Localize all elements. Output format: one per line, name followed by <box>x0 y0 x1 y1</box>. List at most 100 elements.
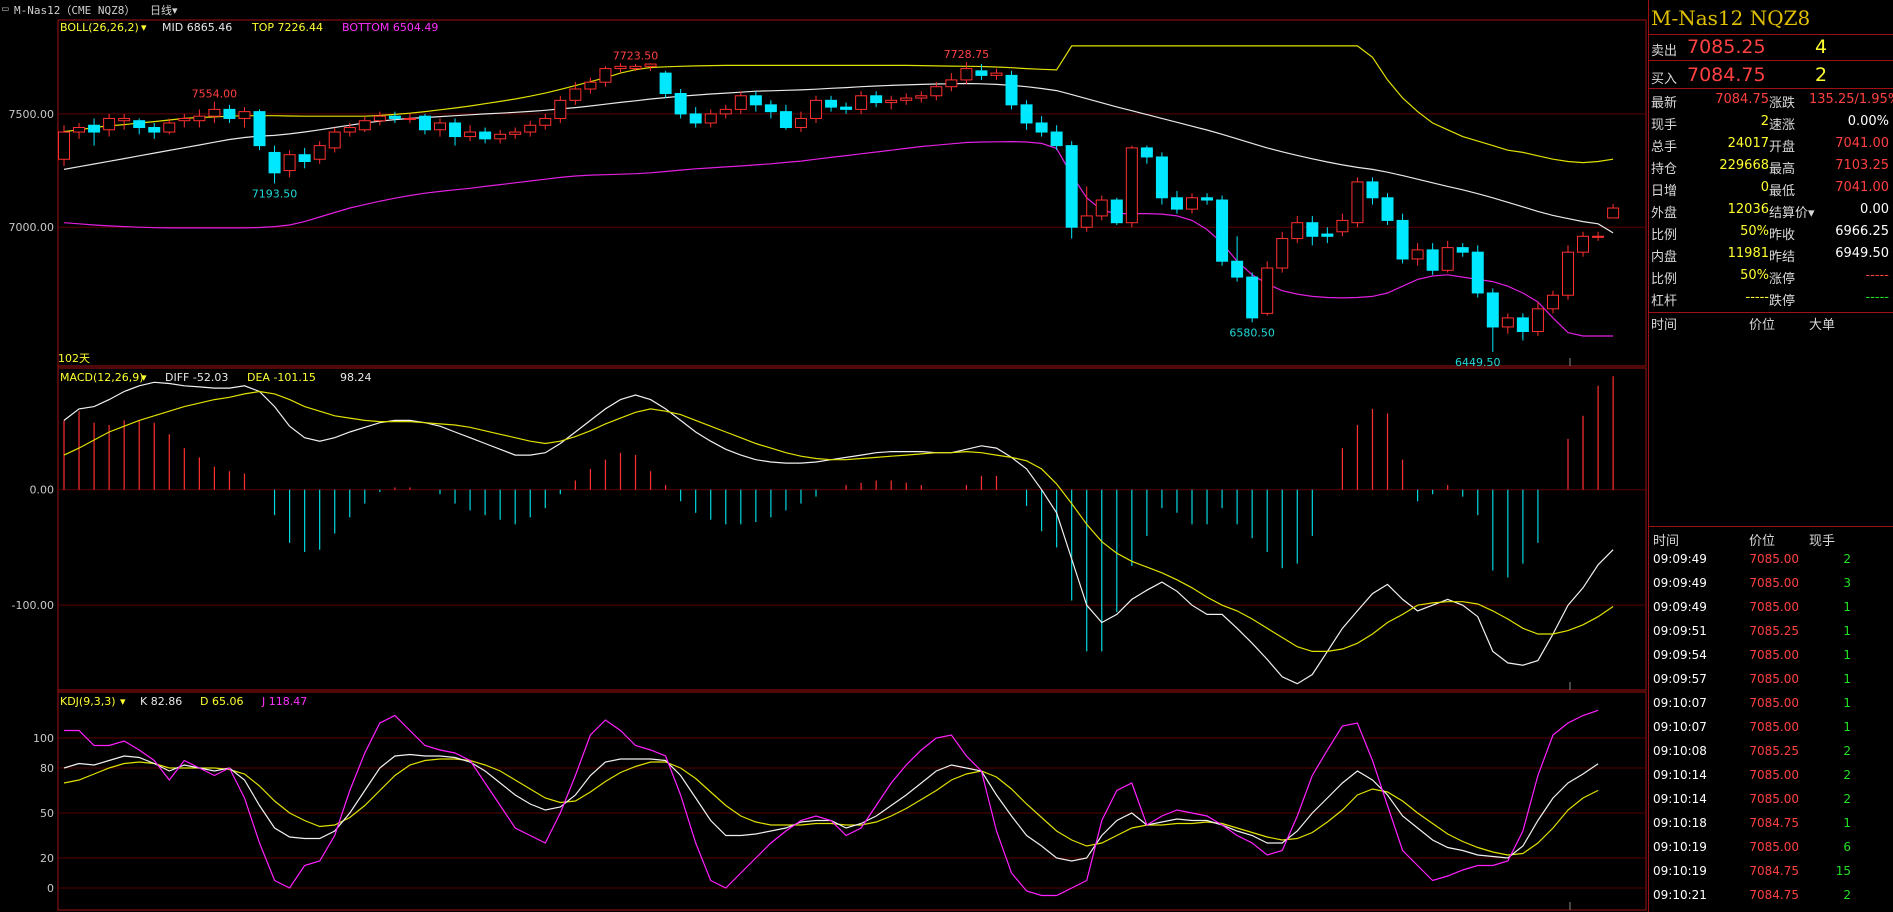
stat-label: 开盘 <box>1769 140 1796 155</box>
chevron-down-icon: ▾ <box>120 695 126 708</box>
kdj-j-line <box>64 709 1599 897</box>
buy-price: 7084.75 <box>1687 64 1766 86</box>
candle <box>870 95 883 104</box>
candle <box>88 124 101 133</box>
stat-value: 7041.00 <box>1835 136 1889 151</box>
main-chart-area[interactable]: 7500.00 7000.00 0.00 -100.00 100 80 50 20 0 7554.… <box>0 0 1648 912</box>
candle <box>253 111 266 147</box>
candle <box>1125 147 1138 224</box>
period-count-label: 102天 <box>58 352 90 365</box>
candle <box>1321 233 1334 237</box>
candle <box>629 65 642 70</box>
tick-qty: 6 <box>1843 840 1851 854</box>
kdj-j-label: J 118.47 <box>261 695 307 708</box>
candle <box>1531 308 1544 332</box>
candle <box>1486 292 1499 328</box>
candle <box>810 99 822 119</box>
candle <box>479 131 492 140</box>
tick-qty: 1 <box>1843 696 1851 710</box>
candle <box>1366 181 1379 199</box>
candle <box>599 68 612 83</box>
stat-value: ----- <box>1865 290 1889 305</box>
candle <box>1471 251 1484 294</box>
candle <box>268 151 281 174</box>
tick-qty: 2 <box>1843 792 1851 806</box>
candle <box>118 117 131 122</box>
tick-time: 09:09:49 <box>1653 552 1707 566</box>
sell-qty: 4 <box>1815 36 1828 58</box>
candle <box>960 68 973 81</box>
tick-time: 09:10:14 <box>1653 768 1707 782</box>
candle <box>343 127 356 133</box>
stat-value: 6966.25 <box>1835 224 1889 239</box>
kdj-k-label: K 82.86 <box>140 695 182 708</box>
tick-price: 7085.00 <box>1749 696 1799 710</box>
big-order-big-header: 大单 <box>1809 318 1836 333</box>
stat-value: 7041.00 <box>1835 180 1889 195</box>
stat-value: 50% <box>1740 224 1769 239</box>
candle <box>103 117 116 131</box>
candle <box>1501 317 1514 328</box>
tick-price: 7085.25 <box>1749 624 1799 638</box>
candle <box>58 131 70 160</box>
candle <box>449 122 462 138</box>
chevron-down-icon: ▾ <box>141 371 147 384</box>
candle <box>283 154 296 172</box>
tick-time: 09:10:14 <box>1653 792 1707 806</box>
candle <box>313 145 326 160</box>
boll-mid-label: MID 6865.46 <box>162 21 232 34</box>
candle <box>1276 238 1289 269</box>
candle <box>1095 199 1108 217</box>
stat-label: 比例 <box>1651 272 1678 287</box>
candle <box>614 65 627 70</box>
candle <box>403 117 416 120</box>
candle <box>1546 294 1559 310</box>
candle <box>1020 104 1033 124</box>
stat-value: 0.00% <box>1847 114 1889 129</box>
candle <box>1216 199 1229 262</box>
candle <box>494 133 507 140</box>
quote-symbol: M-Nas12 NQZ8 <box>1651 6 1811 30</box>
candle <box>1306 222 1319 237</box>
candle <box>1186 197 1198 210</box>
tick-qty: 2 <box>1843 768 1851 782</box>
tick-qty: 1 <box>1843 720 1851 734</box>
candle <box>358 120 371 131</box>
candle <box>1351 181 1364 224</box>
candle <box>1035 122 1048 133</box>
tick-price-header: 价位 <box>1749 534 1776 549</box>
candle <box>1231 260 1244 278</box>
tick-price: 7084.75 <box>1749 888 1799 902</box>
tick-price: 7085.00 <box>1749 720 1799 734</box>
tick-time: 09:10:08 <box>1653 744 1707 758</box>
candle <box>719 108 732 115</box>
kdj-k-line <box>63 753 1599 862</box>
tick-qty: 1 <box>1843 600 1851 614</box>
candle <box>1441 247 1454 271</box>
candle <box>1080 215 1093 228</box>
price-annotation: 7723.50 <box>613 49 659 62</box>
stat-label: 结算价▾ <box>1769 206 1815 221</box>
candle <box>524 124 537 133</box>
price-annotation: 7554.00 <box>192 88 238 101</box>
candle <box>734 95 747 110</box>
candle <box>704 113 717 124</box>
boll-bottom-label: BOTTOM 6504.49 <box>342 21 438 34</box>
candle <box>1336 219 1349 233</box>
tick-price: 7085.25 <box>1749 744 1799 758</box>
macd-dea-label: DEA -101.15 <box>247 371 316 384</box>
period-selector[interactable]: 日线▾ <box>150 2 178 18</box>
candle <box>1050 131 1063 147</box>
price-annotation: 7193.50 <box>252 187 298 200</box>
stat-label: 日增 <box>1651 184 1678 199</box>
candle <box>1065 145 1078 228</box>
candle <box>644 63 657 67</box>
candle <box>178 117 191 122</box>
stat-value: 2 <box>1760 114 1769 129</box>
candle <box>945 79 958 88</box>
stat-value: 7084.75 <box>1715 92 1769 107</box>
stat-label: 外盘 <box>1651 206 1678 221</box>
stat-value: 6949.50 <box>1835 246 1889 261</box>
candle <box>584 81 597 90</box>
candle <box>569 88 582 101</box>
